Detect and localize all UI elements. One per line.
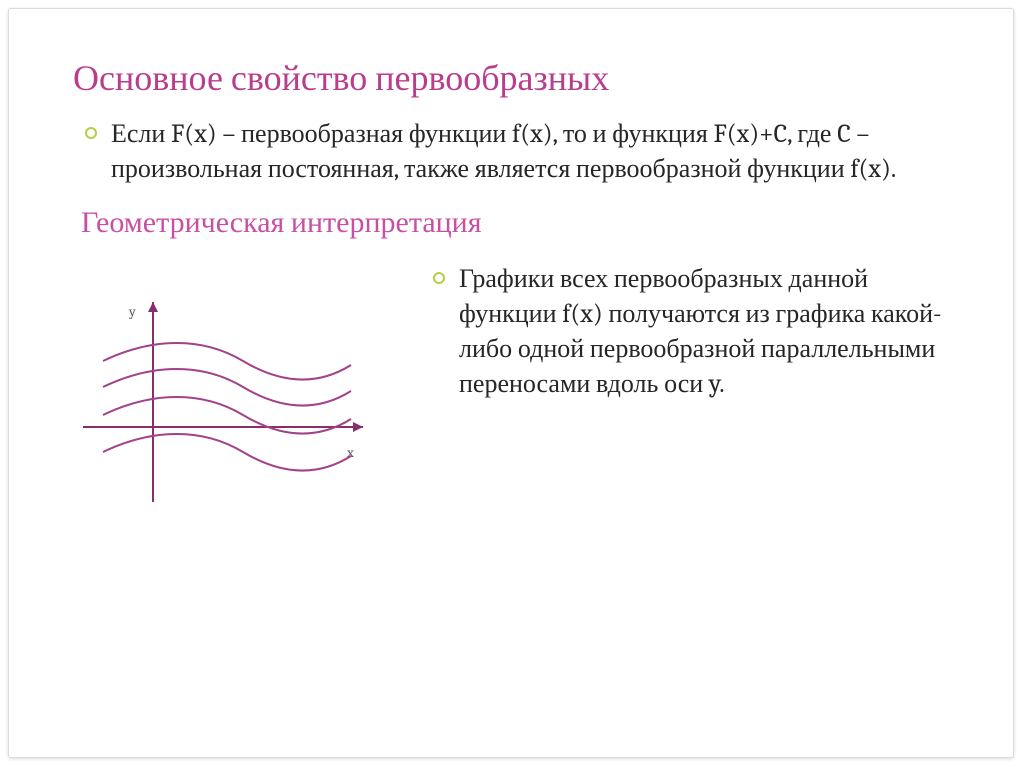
second-paragraph-block: Графики всех первообразных данной функци… [421,262,949,402]
two-column-layout: xy Графики всех первообразных данной фун… [73,262,949,512]
slide-container: Основное свойство первообразных Если F(x… [8,8,1014,758]
bullet-icon [433,272,445,284]
main-paragraph-block: Если F(x) – первообразная функции f(x), … [73,117,949,187]
slide-title: Основное свойство первообразных [73,57,949,99]
chart-column: xy [73,262,393,512]
antiderivative-curves-chart: xy [73,282,373,512]
text-column: Графики всех первообразных данной функци… [393,262,949,512]
second-paragraph-text: Графики всех первообразных данной функци… [459,262,949,402]
bullet-icon [85,127,97,139]
main-paragraph-text: Если F(x) – первообразная функции f(x), … [111,117,949,187]
svg-text:y: y [128,303,136,320]
slide-subtitle: Геометрическая интерпретация [73,205,949,240]
